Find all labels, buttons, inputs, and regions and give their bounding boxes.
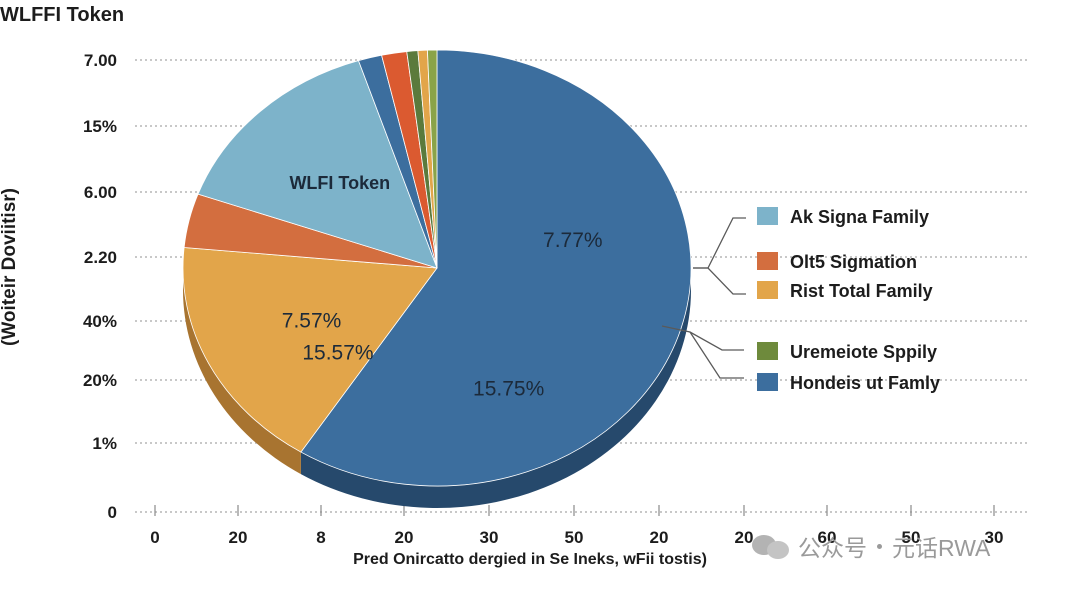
x-tick-label: 20: [395, 528, 414, 547]
x-tick-label: 8: [316, 528, 325, 547]
pie-body: 7.77% 15.75% 15.57% 7.57% WLFI Token: [182, 49, 692, 508]
y-tick-label: 15%: [83, 117, 117, 136]
connector-line: [689, 331, 744, 379]
x-axis: 0 20 8 20 30 50 20 20 60 50 30: [150, 505, 1003, 547]
x-tick-label: 30: [985, 528, 1004, 547]
legend-swatch: [757, 373, 778, 391]
pie-slice: [182, 247, 438, 453]
y-tick-label: 7.00: [84, 51, 117, 70]
slice-label: 15.75%: [473, 377, 544, 400]
connector-line: [693, 267, 746, 295]
pie-slice-side: [183, 268, 301, 475]
gridlines: [135, 59, 1030, 513]
legend-label: Uremeiote Sppily: [790, 342, 937, 362]
legend-label: Rist Total Family: [790, 281, 933, 301]
y-tick-label: 2.20: [84, 248, 117, 267]
slice-label: 15.57%: [302, 342, 373, 365]
y-tick-labels: 7.00 15% 6.00 2.20 40% 20% 1% 0: [83, 51, 117, 522]
y-tick-label: 20%: [83, 371, 117, 390]
slice-label: 7.77%: [543, 229, 603, 252]
pie-slice: [427, 49, 438, 269]
slice-label: 7.57%: [282, 310, 342, 333]
watermark-brand: 公众号: [798, 535, 867, 561]
legend: Ak Signa Family Olt5 Sigmation Rist Total …: [757, 207, 940, 393]
pie-slice: [197, 60, 438, 269]
y-tick-label: 0: [108, 503, 117, 522]
x-tick-label: 0: [150, 528, 159, 547]
pie-slice-side: [300, 268, 691, 508]
watermark-name: 元话RWA: [892, 535, 991, 561]
legend-swatch: [757, 252, 778, 270]
watermark: 公众号 元话RWA: [752, 530, 990, 562]
y-tick-label: 6.00: [84, 183, 117, 202]
y-tick-label: 40%: [83, 312, 117, 331]
x-tick-label: 20: [229, 528, 248, 547]
x-tick-label: 30: [480, 528, 499, 547]
legend-swatch: [757, 342, 778, 360]
x-tick-label: 20: [650, 528, 669, 547]
y-tick-label: 1%: [92, 434, 117, 453]
separator-dot-icon: [877, 543, 882, 549]
legend-label: Hondeis ut Famly: [790, 373, 940, 393]
wechat-logo-icon: [752, 533, 792, 559]
pie-slice: [300, 49, 692, 487]
x-tick-label: 60: [818, 528, 837, 547]
legend-label: Olt5 Sigmation: [790, 252, 917, 272]
connector-line: [661, 325, 744, 351]
legend-connectors: [661, 217, 746, 379]
x-tick-label: 50: [902, 528, 921, 547]
x-axis-label: Pred Onircatto dergied in Se Ineks, wFii…: [353, 551, 707, 568]
x-tick-label: 20: [735, 528, 754, 547]
legend-swatch: [757, 207, 778, 225]
chart-title: WLFFI Token: [0, 4, 125, 26]
connector-line: [693, 217, 746, 269]
slice-label: WLFI Token: [289, 173, 390, 193]
legend-label: Ak Signa Family: [790, 207, 929, 227]
legend-swatch: [757, 281, 778, 299]
x-tick-label: 50: [565, 528, 584, 547]
